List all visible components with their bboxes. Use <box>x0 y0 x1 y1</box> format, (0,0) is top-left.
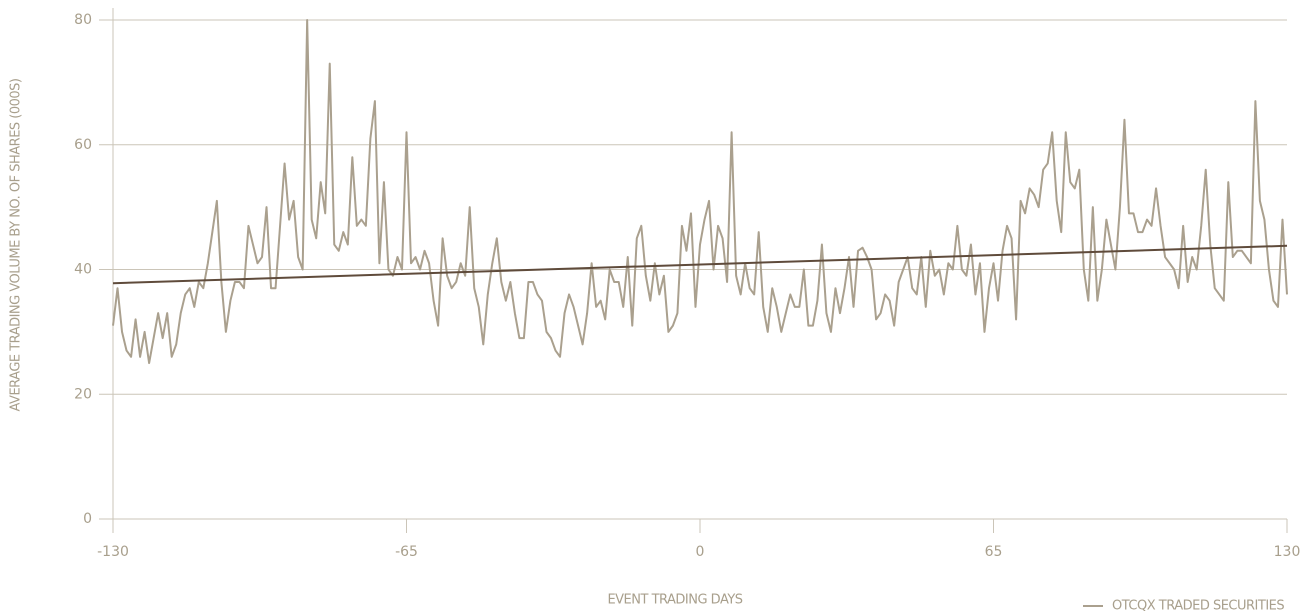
x-tick-label: -65 <box>395 544 418 560</box>
y-tick-label: 40 <box>74 262 92 278</box>
legend-label: OTCQX TRADED SECURITIES <box>1112 599 1284 614</box>
trend-line <box>112 244 1288 285</box>
y-tick-label: 20 <box>74 386 92 402</box>
x-tick-label: 130 <box>1274 544 1301 560</box>
y-tick-label: 80 <box>74 12 92 28</box>
data-line <box>112 19 1288 365</box>
y-tick-label: 0 <box>83 511 92 527</box>
y-tick-label: 60 <box>74 137 92 153</box>
x-tick-label: 0 <box>696 544 705 560</box>
y-axis-label: AVERAGE TRADING VOLUME BY NO. OF SHARES … <box>9 78 24 411</box>
x-axis-label: EVENT TRADING DAYS <box>607 593 742 608</box>
x-tick-label: 65 <box>985 544 1003 560</box>
x-tick-label: -130 <box>97 544 129 560</box>
